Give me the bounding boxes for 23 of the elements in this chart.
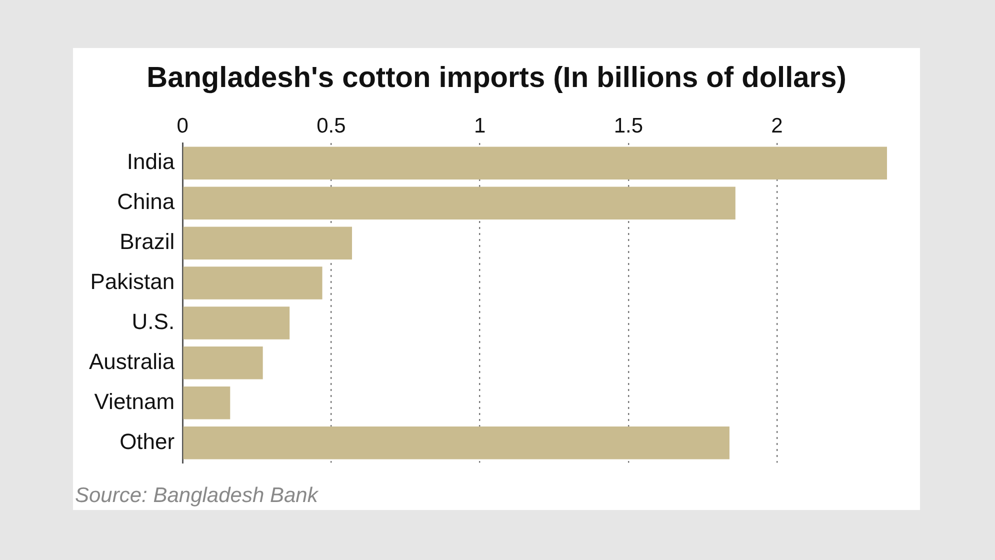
y-tick-label: China xyxy=(117,189,176,214)
y-tick-label: India xyxy=(126,149,176,174)
bar xyxy=(183,346,263,380)
y-tick-label: Vietnam xyxy=(94,388,175,414)
y-tick-label: U.S. xyxy=(132,309,175,334)
x-tick-label: 2 xyxy=(771,114,783,138)
y-tick-label: Other xyxy=(120,428,175,454)
bar xyxy=(183,186,736,220)
chart-title: Bangladesh's cotton imports (In billions of dollars) xyxy=(146,62,848,95)
bar xyxy=(183,386,230,420)
source-note: Source: Bangladesh Bank xyxy=(75,484,318,508)
bar xyxy=(183,226,352,260)
bar xyxy=(183,266,322,300)
x-tick-label: 0 xyxy=(176,114,188,138)
x-tick-label: 1.5 xyxy=(614,114,644,138)
bar xyxy=(183,306,290,340)
bar xyxy=(183,146,887,180)
y-tick-label: Pakistan xyxy=(90,269,175,294)
x-tick-label: 0.5 xyxy=(316,114,346,138)
x-tick-label: 1 xyxy=(474,114,486,138)
y-tick-label: Australia xyxy=(89,348,176,374)
bar xyxy=(183,426,730,460)
y-tick-label: Brazil xyxy=(120,229,175,254)
